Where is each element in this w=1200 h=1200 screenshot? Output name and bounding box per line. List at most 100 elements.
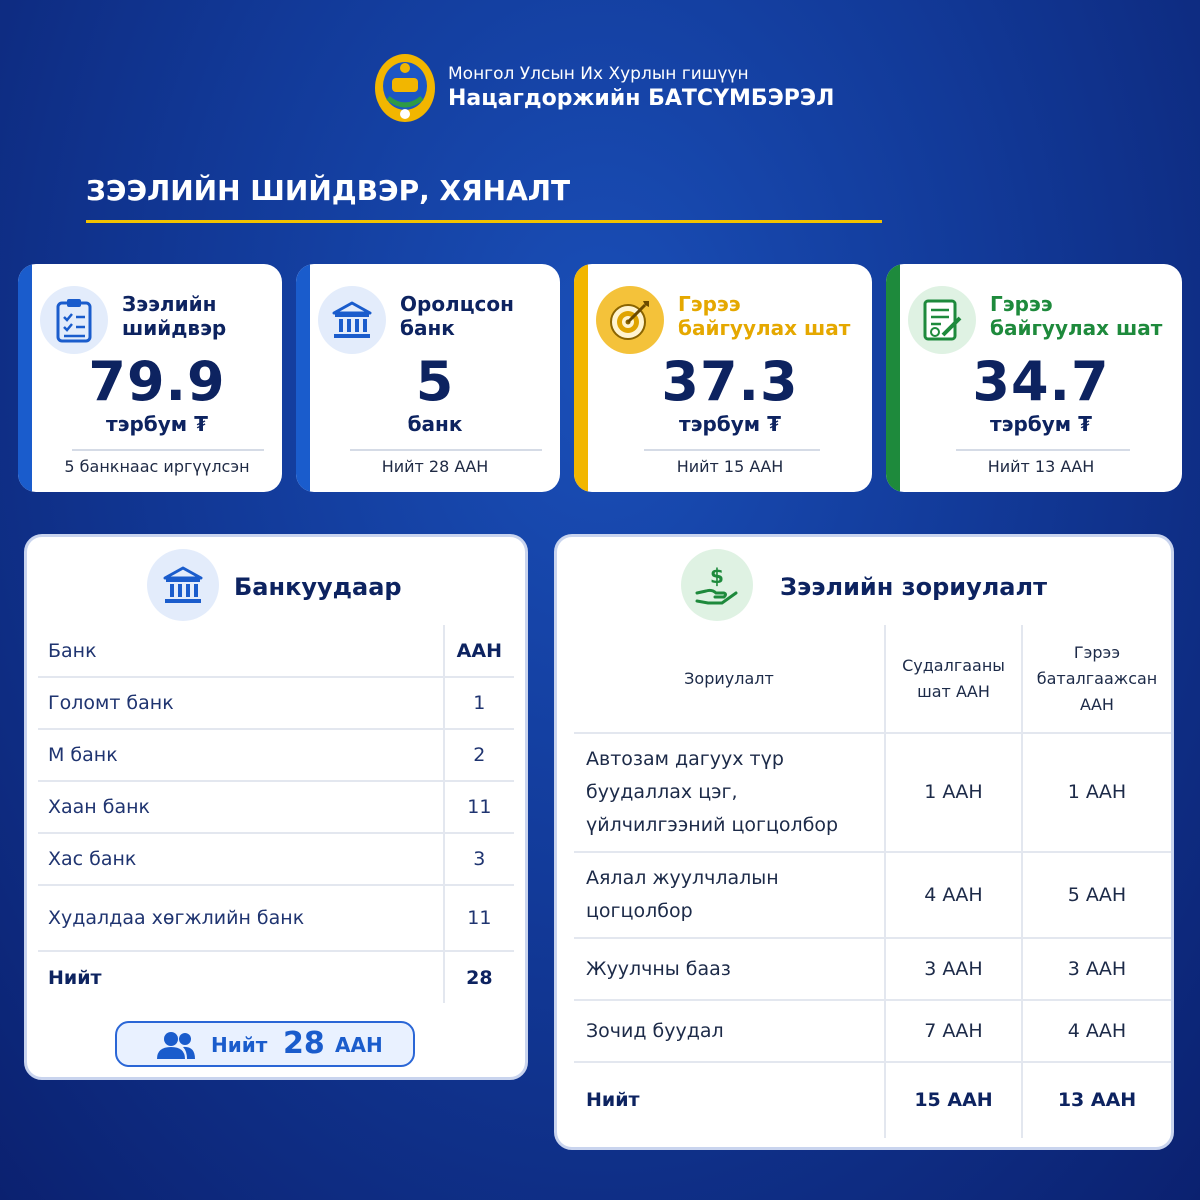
- state-emblem-logo: [375, 54, 435, 122]
- purpose-line: буудаллах цэг,: [586, 781, 738, 803]
- total-research: 15 ААН: [884, 1062, 1022, 1138]
- column-header-research: Судалгааны шат ААН: [884, 625, 1022, 734]
- bank-name: М банк: [38, 729, 444, 782]
- stat-card-participating-banks: Оролцсон банк 5 банк Нийт 28 ААН: [296, 264, 560, 492]
- research-count: 4 ААН: [884, 852, 1022, 939]
- contract-count: 3 ААН: [1021, 938, 1171, 1001]
- table-total-row: Нийт 28: [38, 951, 514, 1003]
- page-title: ЗЭЭЛИЙН ШИЙДВЭР, ХЯНАЛТ: [86, 174, 571, 207]
- stat-value: 5: [415, 350, 455, 413]
- purpose-panel: $ Зээлийн зориулалт Зориулалт Судалгааны…: [554, 534, 1174, 1150]
- panel-title: Банкуудаар: [234, 573, 402, 601]
- badge-prefix: Нийт: [211, 1033, 268, 1057]
- bank-count: 2: [442, 729, 514, 782]
- table-header-row: Банк ААН: [38, 625, 514, 678]
- title-underline: [86, 220, 882, 223]
- table-row: Автозам дагуух түр буудаллах цэг, үйлчил…: [574, 733, 1171, 853]
- stat-label-line1: Зээлийн: [122, 292, 217, 316]
- table-row: Голомт банк 1: [38, 677, 514, 730]
- contract-icon: [908, 286, 976, 354]
- total-companies-badge: Нийт 28 ААН: [115, 1021, 415, 1067]
- purpose-line: цогцолбор: [586, 900, 693, 922]
- stat-value: 34.7: [972, 350, 1110, 413]
- stat-value: 37.3: [661, 350, 799, 413]
- table-row: Хас банк 3: [38, 833, 514, 886]
- stat-unit: тэрбум ₮: [990, 412, 1092, 436]
- stat-card-loan-decision: Зээлийн шийдвэр 79.9 тэрбум ₮ 5 банкнаас…: [18, 264, 282, 492]
- target-icon: [596, 286, 664, 354]
- stat-unit: тэрбум ₮: [106, 412, 208, 436]
- table-row: Хаан банк 11: [38, 781, 514, 834]
- contract-count: 1 ААН: [1021, 733, 1171, 853]
- stat-card-contract-stage: Гэрээ байгуулах шат 34.7 тэрбум ₮ Нийт 1…: [886, 264, 1182, 492]
- total-label: Нийт: [586, 1089, 640, 1111]
- stat-value: 79.9: [88, 350, 226, 413]
- bank-name: Голомт банк: [38, 677, 444, 730]
- column-header-bank: Банк: [38, 625, 444, 678]
- total-label: Нийт: [48, 966, 102, 989]
- bank-count: 11: [442, 781, 514, 834]
- purpose-name: Автозам дагуух түр буудаллах цэг, үйлчил…: [574, 733, 885, 853]
- table-header-row: Зориулалт Судалгааны шат ААН Гэрээ батал…: [574, 625, 1171, 734]
- bank-icon: [147, 549, 219, 621]
- bank-name: Хаан банк: [38, 781, 444, 834]
- total-contract: 13 ААН: [1021, 1062, 1171, 1138]
- contract-count: 5 ААН: [1021, 852, 1171, 939]
- stat-label-line1: Оролцсон: [400, 292, 514, 316]
- panel-title: Зээлийн зориулалт: [780, 573, 1047, 601]
- research-count: 1 ААН: [884, 733, 1022, 853]
- bank-count: 11: [442, 885, 514, 952]
- mp-name: Нацагдоржийн БАТСҮМБЭРЭЛ: [448, 86, 835, 111]
- stat-unit: банк: [407, 412, 463, 436]
- bank-name: Худалдаа хөгжлийн банк: [38, 885, 444, 952]
- mp-title: Монгол Улсын Их Хурлын гишүүн: [448, 64, 749, 84]
- banks-table: Банк ААН Голомт банк 1 М банк 2 Хаан бан…: [38, 625, 514, 1003]
- bank-name: Хас банк: [38, 833, 444, 886]
- column-header-count: ААН: [442, 625, 514, 678]
- table-row: Жуулчны бааз 3 ААН 3 ААН: [574, 938, 1171, 1001]
- table-row: Худалдаа хөгжлийн банк 11: [38, 885, 514, 952]
- purpose-name: Зочид буудал: [574, 1000, 885, 1063]
- purpose-name: Жуулчны бааз: [574, 938, 885, 1001]
- stat-label-line2: байгуулах шат: [990, 316, 1163, 340]
- stat-label-line2: байгуулах шат: [678, 316, 851, 340]
- badge-suffix: ААН: [335, 1033, 383, 1057]
- users-icon: [157, 1032, 195, 1059]
- header: Монгол Улсын Их Хурлын гишүүн Нацагдоржи…: [374, 52, 874, 132]
- column-header-purpose: Зориулалт: [574, 625, 885, 734]
- table-row: Зочид буудал 7 ААН 4 ААН: [574, 1000, 1171, 1063]
- stat-label-line1: Гэрээ: [678, 292, 741, 316]
- stat-card-research-stage: Гэрээ байгуулах шат 37.3 тэрбум ₮ Нийт 1…: [574, 264, 872, 492]
- purpose-name: Аялал жуулчлалын цогцолбор: [574, 852, 885, 939]
- total-count: 28: [442, 951, 514, 1003]
- svg-text:$: $: [710, 564, 724, 588]
- stat-footnote: 5 банкнаас иргүүлсэн: [64, 457, 250, 476]
- bank-count: 1: [442, 677, 514, 730]
- badge-number: 28: [283, 1026, 325, 1061]
- stat-label-line1: Гэрээ: [990, 292, 1053, 316]
- research-count: 3 ААН: [884, 938, 1022, 1001]
- table-total-row: Нийт 15 ААН 13 ААН: [574, 1062, 1171, 1138]
- purpose-line: Аялал жуулчлалын: [586, 867, 779, 889]
- stat-unit: тэрбум ₮: [679, 412, 781, 436]
- purpose-line: Автозам дагуух түр: [586, 748, 784, 770]
- table-row: Аялал жуулчлалын цогцолбор 4 ААН 5 ААН: [574, 852, 1171, 939]
- contract-count: 4 ААН: [1021, 1000, 1171, 1063]
- header-line: баталгаажсан: [1036, 668, 1158, 688]
- column-header-contract: Гэрээ баталгаажсан ААН: [1021, 625, 1171, 734]
- header-line: Гэрээ: [1073, 642, 1121, 662]
- banks-panel: Банкуудаар Банк ААН Голомт банк 1 М банк…: [24, 534, 528, 1080]
- header-line: шат ААН: [917, 681, 990, 701]
- purpose-table: Зориулалт Судалгааны шат ААН Гэрээ батал…: [574, 625, 1171, 1138]
- purpose-line: үйлчилгээний цогцолбор: [586, 814, 839, 836]
- stat-footnote: Нийт 28 ААН: [381, 457, 489, 476]
- header-line: ААН: [1080, 694, 1114, 714]
- stat-footnote: Нийт 13 ААН: [987, 457, 1095, 476]
- stat-label-line2: шийдвэр: [122, 316, 227, 340]
- table-row: М банк 2: [38, 729, 514, 782]
- bank-count: 3: [442, 833, 514, 886]
- header-line: Судалгааны: [902, 655, 1005, 675]
- clipboard-icon: [40, 286, 108, 354]
- money-hand-icon: $: [681, 549, 753, 621]
- research-count: 7 ААН: [884, 1000, 1022, 1063]
